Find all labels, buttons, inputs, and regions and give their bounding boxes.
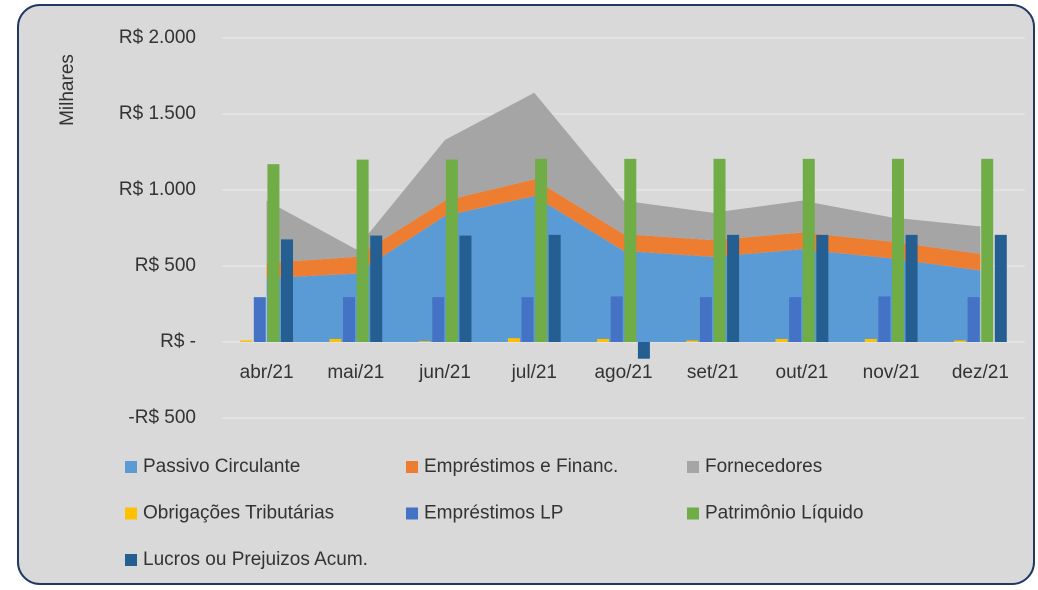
legend-swatch — [687, 507, 699, 520]
bar — [253, 297, 266, 342]
bar — [864, 338, 877, 342]
bar — [418, 341, 431, 342]
bar — [994, 234, 1007, 342]
legend-label: Obrigações Tributárias — [143, 503, 334, 524]
legend-swatch — [125, 554, 137, 566]
y-tick-label: R$ 500 — [135, 255, 196, 276]
bar — [789, 297, 802, 342]
legend-swatch — [406, 461, 418, 473]
legend-label: Empréstimos LP — [424, 503, 563, 524]
bar — [445, 159, 458, 342]
y-tick-label: R$ 1.000 — [119, 179, 196, 200]
bar — [370, 235, 383, 342]
bar — [713, 158, 726, 342]
bar — [967, 297, 980, 342]
legend-swatch — [687, 461, 699, 473]
bar — [432, 297, 445, 342]
bar — [686, 340, 699, 342]
y-tick-label: R$ 1.500 — [119, 103, 196, 124]
area — [266, 196, 981, 342]
area — [266, 92, 981, 263]
bar — [521, 297, 534, 342]
bar — [816, 234, 829, 342]
bar — [981, 158, 994, 342]
bar — [597, 338, 610, 342]
legend-label: Patrimônio Líquido — [705, 503, 863, 524]
bar — [699, 297, 712, 342]
x-tick-label: jul/21 — [511, 362, 557, 383]
legend-label: Lucros ou Prejuizos Acum. — [143, 549, 368, 570]
bar — [802, 158, 815, 342]
x-tick-label: jun/21 — [418, 362, 471, 383]
legend-label: Empréstimos e Financ. — [424, 456, 618, 477]
legend-swatch — [406, 507, 418, 520]
y-tick-label: -R$ 500 — [128, 407, 196, 428]
legend-label: Fornecedores — [705, 456, 822, 477]
legend-swatch — [125, 507, 137, 520]
x-tick-label: nov/21 — [863, 362, 920, 383]
bar — [624, 158, 637, 342]
x-tick-label: ago/21 — [594, 362, 652, 383]
legend-swatch — [125, 461, 137, 473]
bar — [637, 342, 650, 359]
y-axis-label: Milhares — [57, 54, 78, 126]
x-tick-label: mai/21 — [327, 362, 384, 383]
bar — [905, 234, 918, 342]
legend-label: Passivo Circulante — [143, 456, 300, 477]
bar — [459, 235, 472, 342]
bar — [267, 164, 280, 342]
x-tick-label: abr/21 — [240, 362, 294, 383]
y-tick-label: R$ - — [160, 331, 196, 352]
bar — [343, 297, 356, 342]
bar — [507, 338, 520, 342]
y-tick-label: R$ 2.000 — [119, 27, 196, 48]
bar — [727, 234, 740, 342]
area — [266, 179, 981, 279]
bar — [775, 338, 788, 342]
bar — [535, 158, 548, 342]
bar — [240, 340, 253, 342]
x-tick-label: out/21 — [776, 362, 829, 383]
bar — [281, 239, 294, 342]
x-tick-label: set/21 — [687, 362, 739, 383]
bar — [878, 296, 891, 342]
bar — [356, 159, 369, 342]
bar — [891, 158, 904, 342]
bar — [329, 338, 342, 342]
bar — [953, 340, 966, 342]
bar — [610, 296, 623, 342]
bar — [548, 234, 561, 342]
x-tick-label: dez/21 — [952, 362, 1009, 383]
